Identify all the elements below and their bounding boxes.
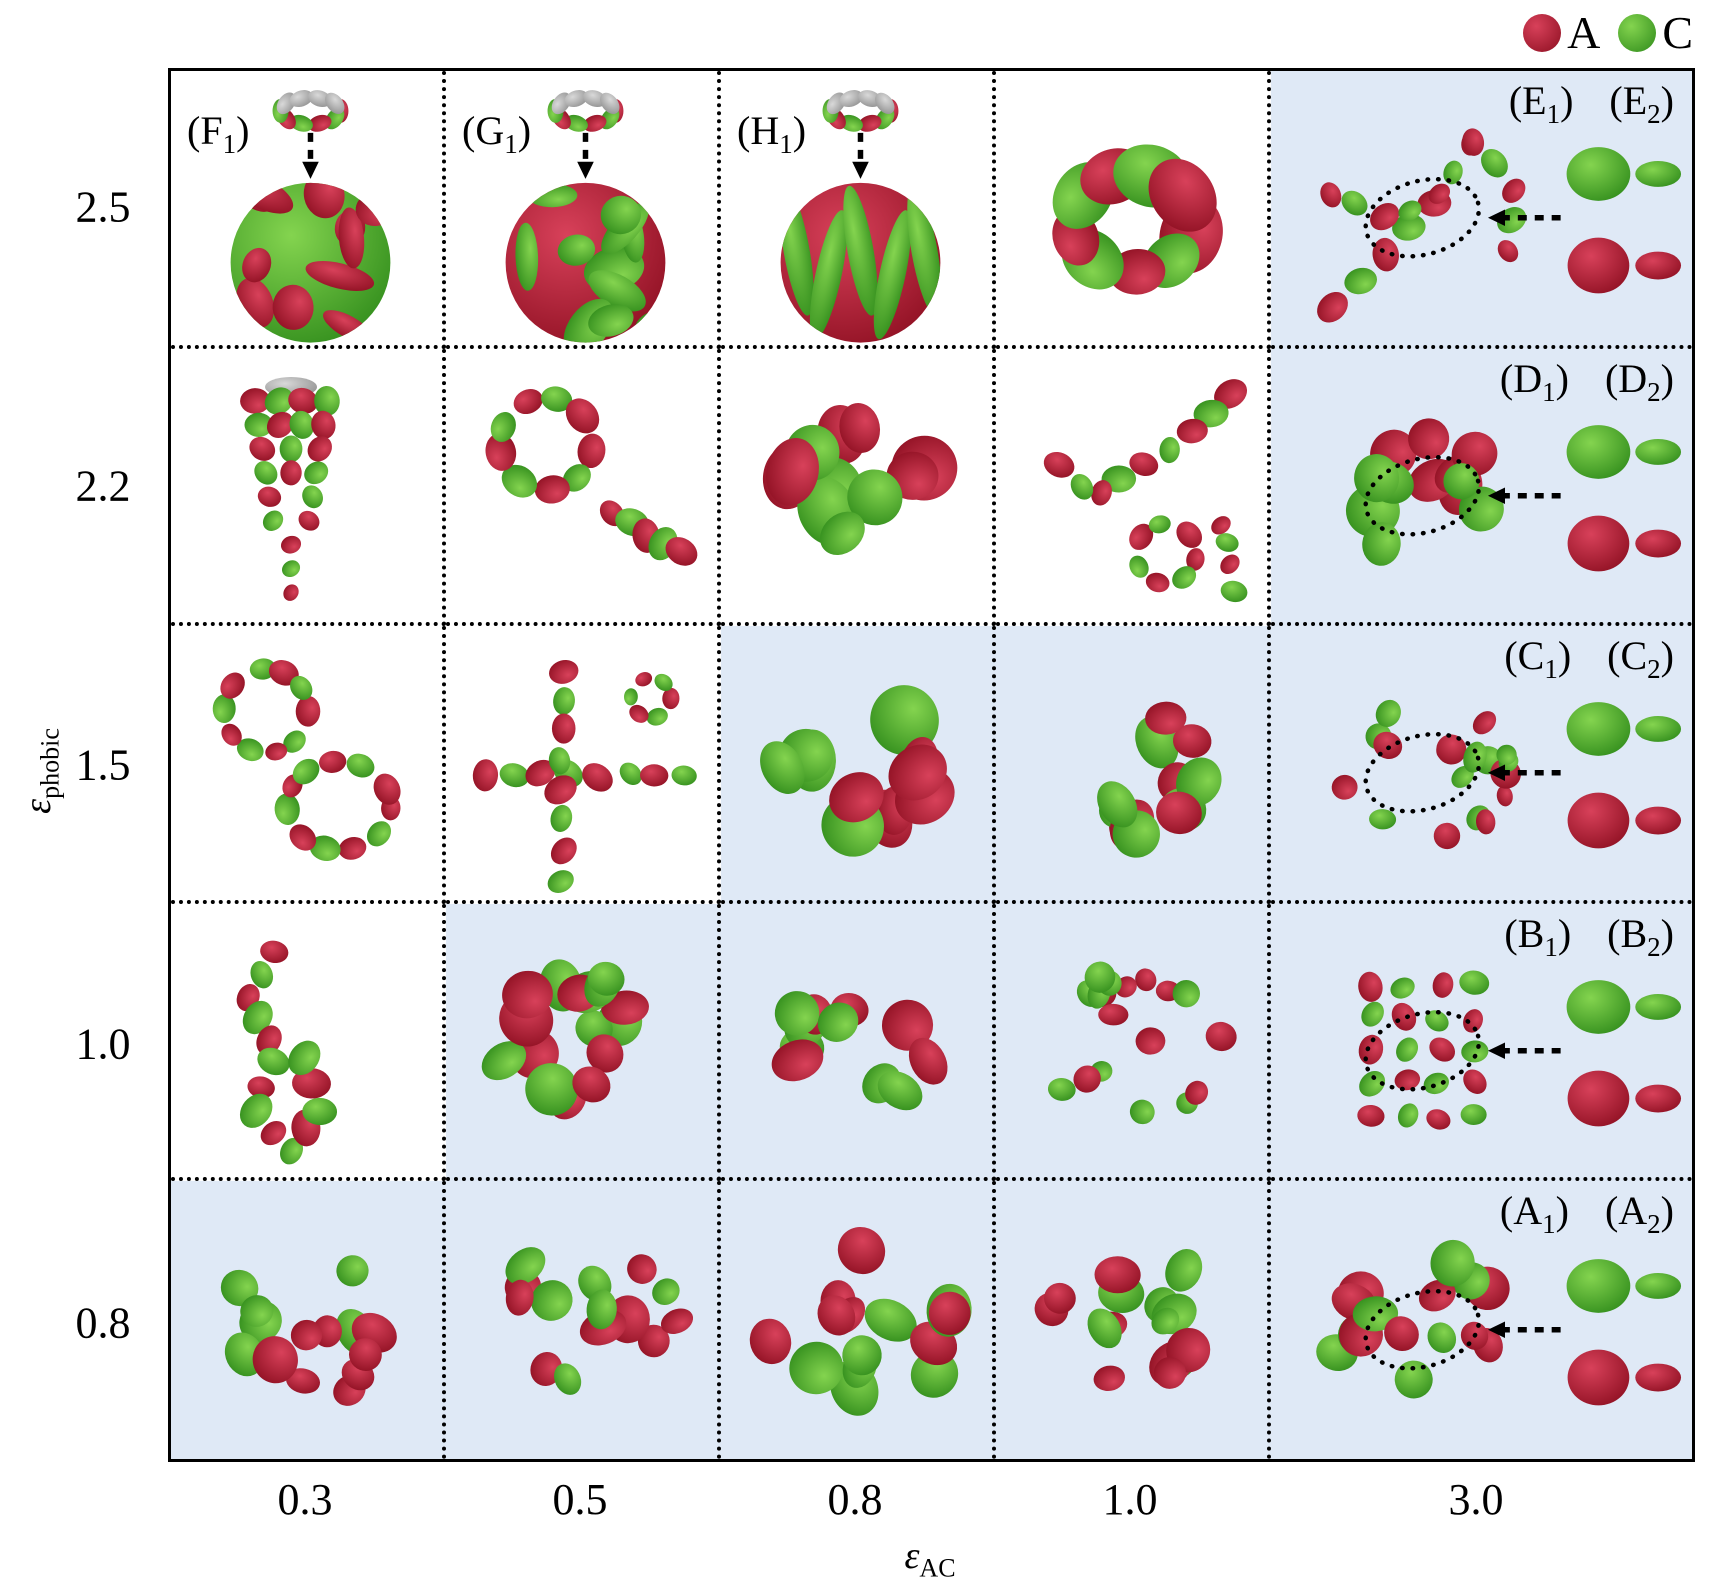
panel-label-H1: (H1) bbox=[737, 108, 807, 159]
cell-art-smallscatter bbox=[1047, 961, 1237, 1124]
cell-eph2.5-eac1.0 bbox=[996, 71, 1271, 349]
cell-art-branch bbox=[1317, 128, 1682, 323]
cell-eph0.8-eac1.0 bbox=[996, 1181, 1271, 1459]
phase-diagram-grid: (F1) (G1) (H1) (E1) (E2) (D1) (D2) (C1) (C2) (B1)… bbox=[168, 68, 1695, 1462]
cell-art-smallscatter bbox=[1331, 700, 1682, 850]
cell-art-ringpair bbox=[485, 385, 698, 566]
cell-art-scatter bbox=[1316, 1240, 1682, 1406]
x-tick-0-3: 0.3 bbox=[277, 1475, 333, 1524]
cell-art-torus bbox=[1052, 144, 1223, 295]
cell-art-scatter bbox=[504, 1247, 694, 1396]
panel-label-E1: (E1) bbox=[1508, 78, 1574, 129]
cell-eph1.5-eac3.0: (C1) (C2) bbox=[1271, 626, 1692, 904]
cell-eph0.8-eac0.8 bbox=[721, 1181, 996, 1459]
panel-label-G1: (G1) bbox=[462, 108, 532, 159]
panel-label-B1: (B1) bbox=[1504, 910, 1572, 962]
cell-eph0.8-eac0.5 bbox=[446, 1181, 721, 1459]
x-tick-0-8: 0.8 bbox=[827, 1475, 883, 1524]
cell-eph2.5-eac0.5: (G1) bbox=[446, 71, 721, 349]
panel-label-group: (G1) bbox=[462, 109, 531, 160]
x-tick-1-0: 1.0 bbox=[1102, 1475, 1158, 1524]
cell-eph2.2-eac0.3 bbox=[171, 348, 446, 627]
legend-label-a: A bbox=[1567, 7, 1601, 58]
legend-label-c: C bbox=[1662, 7, 1693, 58]
cell-eph1.0-eac0.5 bbox=[446, 903, 721, 1182]
panel-label-C2: (C2) bbox=[1607, 633, 1674, 685]
cell-eph2.5-eac0.3: (F1) bbox=[171, 71, 446, 349]
cell-art-bigcluster bbox=[762, 402, 958, 555]
panel-label-group: (H1) bbox=[737, 109, 806, 160]
cell-eph0.8-eac0.3 bbox=[171, 1181, 446, 1459]
panel-label-B2: (B2) bbox=[1607, 910, 1674, 962]
legend-item-a: A bbox=[1523, 6, 1600, 59]
cell-art-medcluster bbox=[1345, 417, 1682, 571]
cell-art-medcluster bbox=[1097, 701, 1222, 858]
cell-art-cross bbox=[472, 660, 697, 894]
cell-eph1.0-eac1.0 bbox=[996, 903, 1271, 1182]
x-axis-symbol: ε bbox=[904, 1535, 920, 1577]
panel-label-group: (A1) (A2) bbox=[1500, 1189, 1674, 1240]
cell-art-chaincurve bbox=[1043, 378, 1248, 602]
panel-label-E2: (E2) bbox=[1609, 78, 1674, 129]
y-tick-0-8: 0.8 bbox=[75, 1298, 131, 1348]
x-tick-0-5: 0.5 bbox=[552, 1475, 608, 1524]
cell-art-scatter bbox=[220, 1255, 397, 1407]
panel-label-D2: (D2) bbox=[1604, 355, 1674, 407]
cell-art-sphere bbox=[230, 90, 391, 343]
legend: A C bbox=[1523, 6, 1693, 59]
panel-label-F1: (F1) bbox=[187, 108, 250, 159]
x-axis-label: εAC bbox=[830, 1534, 1030, 1584]
panel-label-A1: (A1) bbox=[1499, 1188, 1569, 1240]
cell-eph1.5-eac1.0 bbox=[996, 626, 1271, 904]
panel-label-group: (C1) (C2) bbox=[1504, 634, 1674, 685]
panel-label-group: (B1) (B2) bbox=[1504, 910, 1674, 963]
cell-art-bigscatter bbox=[749, 1227, 972, 1417]
cell-art-doublering bbox=[212, 658, 401, 862]
cell-art-sphere bbox=[505, 90, 666, 343]
y-tick-2-2: 2.2 bbox=[75, 461, 131, 511]
legend-swatch-c-icon bbox=[1618, 13, 1657, 52]
legend-swatch-a-icon bbox=[1523, 13, 1562, 52]
y-axis-label: εphobic bbox=[16, 641, 68, 901]
cell-art-bigcluster bbox=[760, 685, 955, 857]
y-axis-subscript: phobic bbox=[35, 728, 65, 799]
panel-label-group: (E1) (E2) bbox=[1509, 79, 1674, 130]
cell-art-cone bbox=[240, 376, 340, 601]
legend-item-c: C bbox=[1618, 6, 1693, 59]
cell-eph1.5-eac0.5 bbox=[446, 626, 721, 904]
cell-art-medcluster bbox=[771, 990, 948, 1111]
cell-art-sphere bbox=[780, 90, 941, 343]
panel-label-group: (F1) bbox=[187, 109, 249, 160]
cell-eph1.0-eac3.0: (B1) (B2) bbox=[1271, 903, 1692, 1182]
panel-label-A2: (A2) bbox=[1604, 1188, 1674, 1240]
cell-eph2.2-eac1.0 bbox=[996, 348, 1271, 627]
cell-eph2.2-eac3.0: (D1) (D2) bbox=[1271, 348, 1692, 627]
x-axis-subscript: AC bbox=[919, 1553, 956, 1583]
panel-label-group: (D1) (D2) bbox=[1499, 355, 1674, 408]
y-tick-1-5: 1.5 bbox=[75, 740, 131, 790]
cell-eph2.2-eac0.5 bbox=[446, 348, 721, 627]
panel-label-C1: (C1) bbox=[1504, 633, 1572, 685]
y-tick-1-0: 1.0 bbox=[75, 1019, 131, 1069]
panel-label-D1: (D1) bbox=[1499, 355, 1569, 407]
x-tick-3-0: 3.0 bbox=[1448, 1475, 1504, 1524]
y-tick-2-5: 2.5 bbox=[75, 182, 131, 232]
cell-art-densecluster bbox=[481, 959, 649, 1120]
cell-eph2.2-eac0.8 bbox=[721, 348, 996, 627]
cell-eph1.5-eac0.3 bbox=[171, 626, 446, 904]
y-axis-symbol: ε bbox=[17, 798, 59, 814]
cell-eph2.5-eac3.0: (E1) (E2) bbox=[1271, 71, 1692, 349]
cell-eph1.0-eac0.3 bbox=[171, 903, 446, 1182]
cell-art-scatter bbox=[1034, 1249, 1211, 1392]
cell-art-lattice bbox=[1357, 970, 1682, 1130]
cell-eph1.0-eac0.8 bbox=[721, 903, 996, 1182]
cell-eph0.8-eac3.0: (A1) (A2) bbox=[1271, 1181, 1692, 1459]
cell-eph2.5-eac0.8: (H1) bbox=[721, 71, 996, 349]
cell-eph1.5-eac0.8 bbox=[721, 626, 996, 904]
cell-art-zigzag bbox=[236, 940, 338, 1165]
